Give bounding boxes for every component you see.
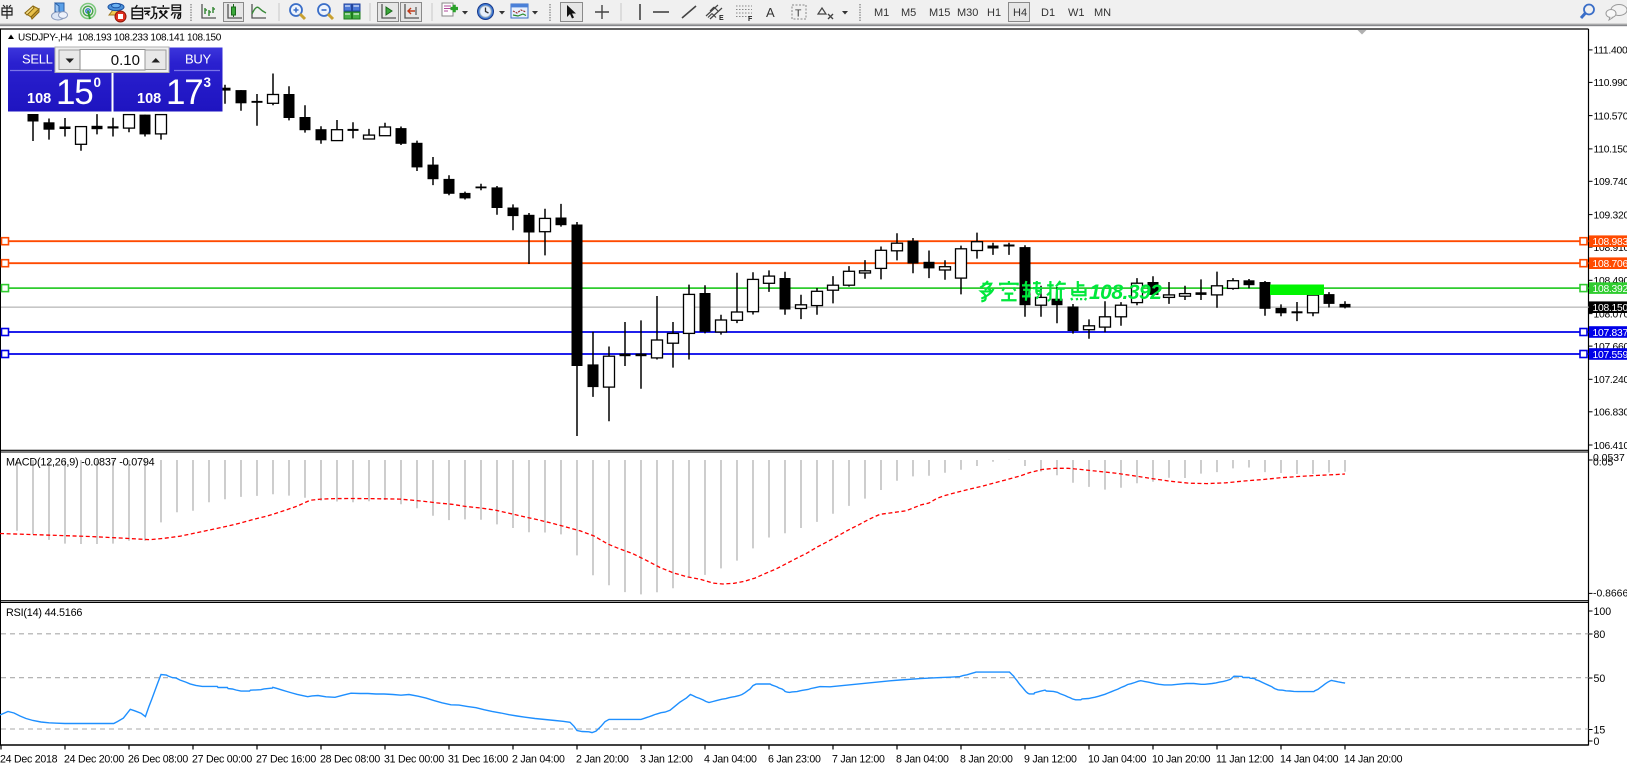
svg-text:8 Jan 04:00: 8 Jan 04:00 [896,754,949,766]
svg-text:108.392: 108.392 [1089,281,1162,304]
svg-text:M15: M15 [929,7,950,19]
svg-text:109.740: 109.740 [1594,177,1627,188]
svg-text:7 Jan 12:00: 7 Jan 12:00 [832,754,885,766]
svg-text:T: T [795,8,802,20]
svg-text:108.070: 108.070 [1594,309,1627,320]
svg-text:108: 108 [27,91,51,107]
svg-text:15: 15 [56,73,93,112]
svg-text:0.05: 0.05 [1593,458,1613,469]
svg-text:M1: M1 [874,7,889,19]
svg-text:14 Jan 20:00: 14 Jan 20:00 [1344,754,1403,766]
svg-text:0.0537: 0.0537 [1593,453,1625,464]
svg-text:107.660: 107.660 [1594,342,1627,353]
svg-text:108.910: 108.910 [1594,243,1627,254]
svg-text:D1: D1 [1041,7,1055,19]
svg-text:107.837: 107.837 [1593,328,1627,339]
svg-text:108.392: 108.392 [1593,284,1627,295]
svg-text:0: 0 [1594,736,1600,748]
svg-text:11 Jan 12:00: 11 Jan 12:00 [1216,754,1274,766]
svg-text:10 Jan 04:00: 10 Jan 04:00 [1088,754,1147,766]
svg-text:9 Jan 12:00: 9 Jan 12:00 [1024,754,1077,766]
svg-text:108: 108 [137,91,161,107]
svg-text:10 Jan 20:00: 10 Jan 20:00 [1152,754,1211,766]
svg-text:BUY: BUY [185,52,211,67]
svg-text:111.400: 111.400 [1594,46,1627,57]
svg-text:3: 3 [204,75,212,90]
svg-text:24 Dec 2018: 24 Dec 2018 [0,754,58,766]
svg-text:H1: H1 [987,7,1001,19]
svg-text:106.410: 106.410 [1594,441,1627,452]
svg-text:106.830: 106.830 [1594,408,1627,419]
svg-text:8 Jan 20:00: 8 Jan 20:00 [960,754,1013,766]
svg-text:2 Jan 04:00: 2 Jan 04:00 [512,754,565,766]
svg-text:108.983: 108.983 [1593,237,1627,248]
svg-text:M5: M5 [901,7,916,19]
svg-text:-0.8666: -0.8666 [1593,589,1627,600]
svg-text:4 Jan 04:00: 4 Jan 04:00 [704,754,757,766]
svg-text:W1: W1 [1068,7,1085,19]
svg-text:MACD(12,26,9) -0.0837 -0.0794: MACD(12,26,9) -0.0837 -0.0794 [6,457,155,469]
svg-text:110.990: 110.990 [1594,78,1627,89]
svg-text:6 Jan 23:00: 6 Jan 23:00 [768,754,821,766]
svg-text:107.240: 107.240 [1594,375,1627,386]
svg-text:0: 0 [94,75,102,90]
svg-text:H4: H4 [1013,7,1027,19]
svg-text:3 Jan 12:00: 3 Jan 12:00 [640,754,693,766]
svg-text:27 Dec 16:00: 27 Dec 16:00 [256,754,316,766]
svg-text:SELL: SELL [22,52,53,67]
svg-text:14 Jan 04:00: 14 Jan 04:00 [1280,754,1339,766]
svg-text:109.320: 109.320 [1594,210,1627,221]
svg-text:F: F [748,16,753,23]
svg-text:50: 50 [1594,673,1606,685]
svg-text:24 Dec 20:00: 24 Dec 20:00 [64,754,124,766]
svg-text:110.150: 110.150 [1594,145,1627,156]
svg-text:17: 17 [166,73,203,112]
svg-text:MN: MN [1094,7,1111,19]
svg-text:107.559: 107.559 [1593,350,1627,361]
svg-text:31 Dec 00:00: 31 Dec 00:00 [384,754,444,766]
svg-text:USDJPY-,H4 108.193 108.233 10: USDJPY-,H4 108.193 108.233 108.141 108.1… [18,33,222,44]
svg-text:E: E [719,15,724,22]
svg-text:108.150: 108.150 [1593,303,1627,314]
svg-text:31 Dec 16:00: 31 Dec 16:00 [448,754,508,766]
svg-text:27 Dec 00:00: 27 Dec 00:00 [192,754,252,766]
svg-text:108.706: 108.706 [1593,259,1627,270]
svg-text:0.10: 0.10 [111,52,140,69]
svg-text:80: 80 [1594,629,1606,641]
svg-text:2 Jan 20:00: 2 Jan 20:00 [576,754,629,766]
svg-text:28 Dec 08:00: 28 Dec 08:00 [320,754,380,766]
svg-text:RSI(14) 44.5166: RSI(14) 44.5166 [6,607,82,619]
svg-text:15: 15 [1594,724,1606,736]
svg-text:A: A [766,5,775,20]
svg-text:M30: M30 [957,7,978,19]
svg-text:108.490: 108.490 [1594,276,1627,287]
svg-text:110.570: 110.570 [1594,111,1627,122]
svg-text:100: 100 [1594,606,1612,618]
svg-text:26 Dec 08:00: 26 Dec 08:00 [128,754,188,766]
